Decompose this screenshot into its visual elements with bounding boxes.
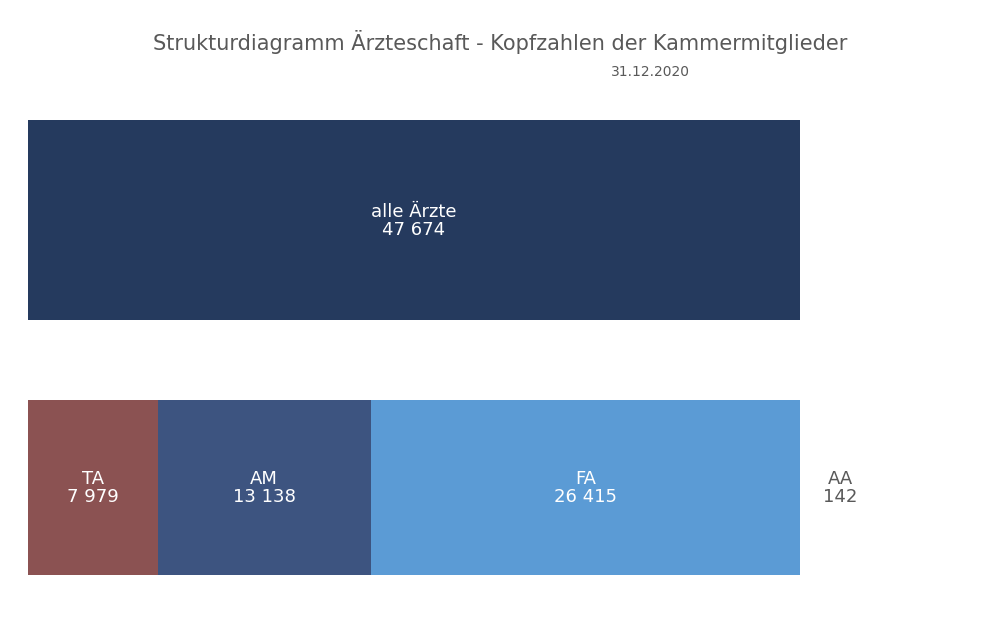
Text: 13 138: 13 138 [233, 489, 296, 506]
Text: 47 674: 47 674 [382, 221, 446, 239]
Text: 31.12.2020: 31.12.2020 [610, 65, 690, 79]
Text: alle Ärzte: alle Ärzte [371, 203, 457, 221]
Text: 142: 142 [823, 489, 857, 506]
Text: FA: FA [575, 471, 596, 489]
Text: Strukturdiagramm Ärzteschaft - Kopfzahlen der Kammermitglieder: Strukturdiagramm Ärzteschaft - Kopfzahle… [153, 30, 847, 54]
Bar [371, 400, 800, 575]
Bar [28, 120, 800, 320]
Bar [28, 400, 158, 575]
Text: 7 979: 7 979 [67, 489, 119, 506]
Text: TA: TA [82, 471, 104, 489]
Bar [158, 400, 371, 575]
Text: 26 415: 26 415 [554, 489, 617, 506]
Text: AM: AM [250, 471, 278, 489]
Text: AA: AA [827, 471, 853, 489]
